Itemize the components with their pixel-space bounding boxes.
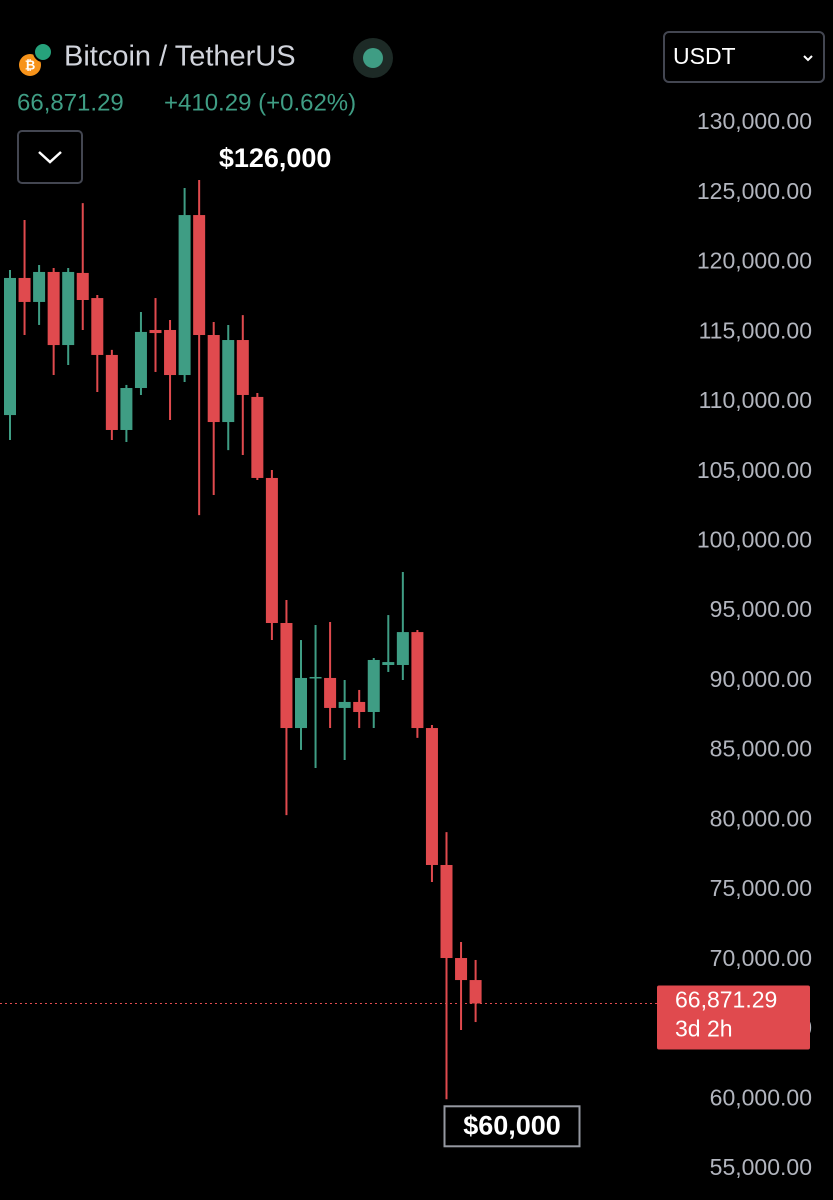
candle-body xyxy=(280,623,293,729)
price-change: +410.29 (+0.62%) xyxy=(164,89,356,116)
candle-body xyxy=(134,331,147,389)
countdown: 3d 2h xyxy=(675,1016,733,1042)
candle-body xyxy=(411,632,424,729)
candle-body xyxy=(178,215,191,376)
candle-body xyxy=(251,396,264,478)
coin-icon xyxy=(19,54,41,76)
collapse-button[interactable] xyxy=(17,130,83,184)
candle-body xyxy=(18,277,31,302)
y-tick-label: 70,000.00 xyxy=(710,945,812,971)
y-tick-label: 105,000.00 xyxy=(697,457,812,483)
y-tick-label: 60,000.00 xyxy=(710,1084,812,1110)
candle-body xyxy=(164,329,177,376)
symbol-title: Bitcoin / TetherUS xyxy=(64,41,296,73)
candle-body xyxy=(105,354,118,430)
candle-body xyxy=(265,477,278,624)
candle-body xyxy=(62,271,75,346)
candle-body xyxy=(193,215,206,336)
candle-body xyxy=(367,659,380,712)
candle-body xyxy=(149,329,162,334)
y-tick-label: 90,000.00 xyxy=(710,666,812,692)
select-arrow xyxy=(803,55,813,62)
candle-body xyxy=(382,662,395,665)
candle-body xyxy=(91,298,104,355)
candle-body xyxy=(425,728,438,865)
y-tick-label: 120,000.00 xyxy=(697,248,812,274)
market-status xyxy=(363,48,383,68)
candle-body xyxy=(47,271,60,346)
y-tick-label: 85,000.00 xyxy=(710,736,812,762)
candle-body xyxy=(76,272,89,300)
y-tick-label: 80,000.00 xyxy=(710,805,812,831)
last-price: 66,871.29 xyxy=(17,89,124,116)
chevron xyxy=(38,151,62,164)
y-tick-label: 125,000.00 xyxy=(697,178,812,204)
annotation: $60,000 xyxy=(463,1110,561,1140)
y-tick-label: 75,000.00 xyxy=(710,875,812,901)
candle-body xyxy=(338,701,351,708)
tether-icon xyxy=(33,42,53,62)
annotation: $126,000 xyxy=(219,143,332,173)
y-tick-label: 100,000.00 xyxy=(697,527,812,553)
price-tag-label: 66,871.29 xyxy=(675,987,777,1013)
y-tick-label: 115,000.00 xyxy=(699,317,812,343)
candle-body xyxy=(4,277,16,416)
candle-body xyxy=(236,340,249,395)
annotation-box xyxy=(443,1105,581,1148)
coin-icon-glyph: ₿ xyxy=(25,57,36,72)
y-tick-label: 95,000.00 xyxy=(710,596,812,622)
candle-body xyxy=(440,864,453,959)
candle-body xyxy=(469,980,482,1004)
candle-body xyxy=(309,676,322,679)
candle-body xyxy=(295,677,307,729)
y-tick-label: 55,000.00 xyxy=(710,1154,812,1180)
candle-body xyxy=(353,701,366,712)
candle-body xyxy=(33,271,46,302)
price-tag xyxy=(657,985,810,1050)
currency-select[interactable] xyxy=(663,31,825,83)
candle-body xyxy=(396,632,409,665)
currency-label: USDT xyxy=(673,43,736,69)
y-tick-label: 130,000.00 xyxy=(697,108,812,134)
candle-body xyxy=(120,388,133,430)
candle-body xyxy=(455,958,468,981)
y-tick-label: 110,000.00 xyxy=(699,387,812,413)
candle-body xyxy=(324,677,337,708)
candle-body xyxy=(207,335,220,423)
candle-body xyxy=(222,340,235,423)
